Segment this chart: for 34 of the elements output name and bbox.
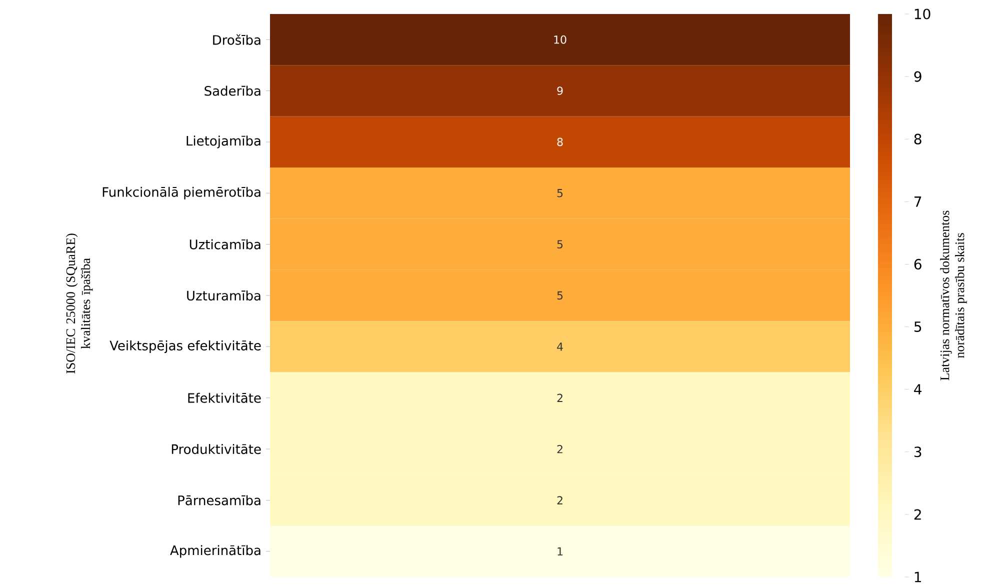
data-label: 2 — [557, 394, 562, 402]
y-tick-label: Drošība — [213, 34, 260, 45]
color-bar-label: 3 — [914, 446, 922, 458]
y-tick-label: Funkcionālā piemērotība — [102, 186, 260, 200]
data-label: 1 — [558, 547, 562, 556]
color-bar-label: 4 — [914, 384, 922, 394]
color-bar-label: 9 — [914, 71, 922, 82]
data-label: 8 — [557, 138, 563, 146]
color-bar-label: 6 — [914, 258, 922, 270]
color-bar-label: 1 — [914, 572, 921, 582]
y-tick-label: Pārnesamība — [178, 495, 260, 506]
data-label: 5 — [557, 240, 563, 248]
y-tick-label: Lietojamība — [186, 136, 260, 148]
color-bar-label: 10 — [914, 8, 930, 20]
color-bar-label: 5 — [914, 322, 922, 332]
y-tick-label: Saderība — [204, 86, 260, 96]
data-label: 10 — [554, 35, 566, 44]
color-bar-title: Latvijas normatīvos dokumentos norādītais prasību skaits — [940, 210, 967, 380]
color-bar-label: 7 — [914, 196, 922, 207]
y-tick-label: Uzticamība — [190, 239, 260, 250]
y-tick-label: Apmierinātība — [170, 545, 260, 558]
y-tick-label: Veiktspējas efektivitāte — [110, 340, 261, 353]
data-label: 4 — [557, 342, 563, 351]
data-label: 5 — [557, 189, 563, 198]
data-label: 2 — [557, 444, 562, 454]
y-tick-label: Produktivitāte — [172, 444, 261, 454]
y-tick-label: Efektivitāte — [188, 392, 261, 403]
color-bar-label: 8 — [914, 134, 922, 144]
y-axis-title: ISO/IEC 25000 (SQuaRE) kvalitātes īpašība — [66, 234, 93, 374]
data-label: 2 — [557, 496, 562, 504]
data-label: 9 — [557, 86, 563, 95]
y-tick-label: Uzturamība — [187, 290, 260, 301]
color-bar-label: 2 — [914, 509, 921, 520]
data-label: 5 — [557, 291, 563, 300]
